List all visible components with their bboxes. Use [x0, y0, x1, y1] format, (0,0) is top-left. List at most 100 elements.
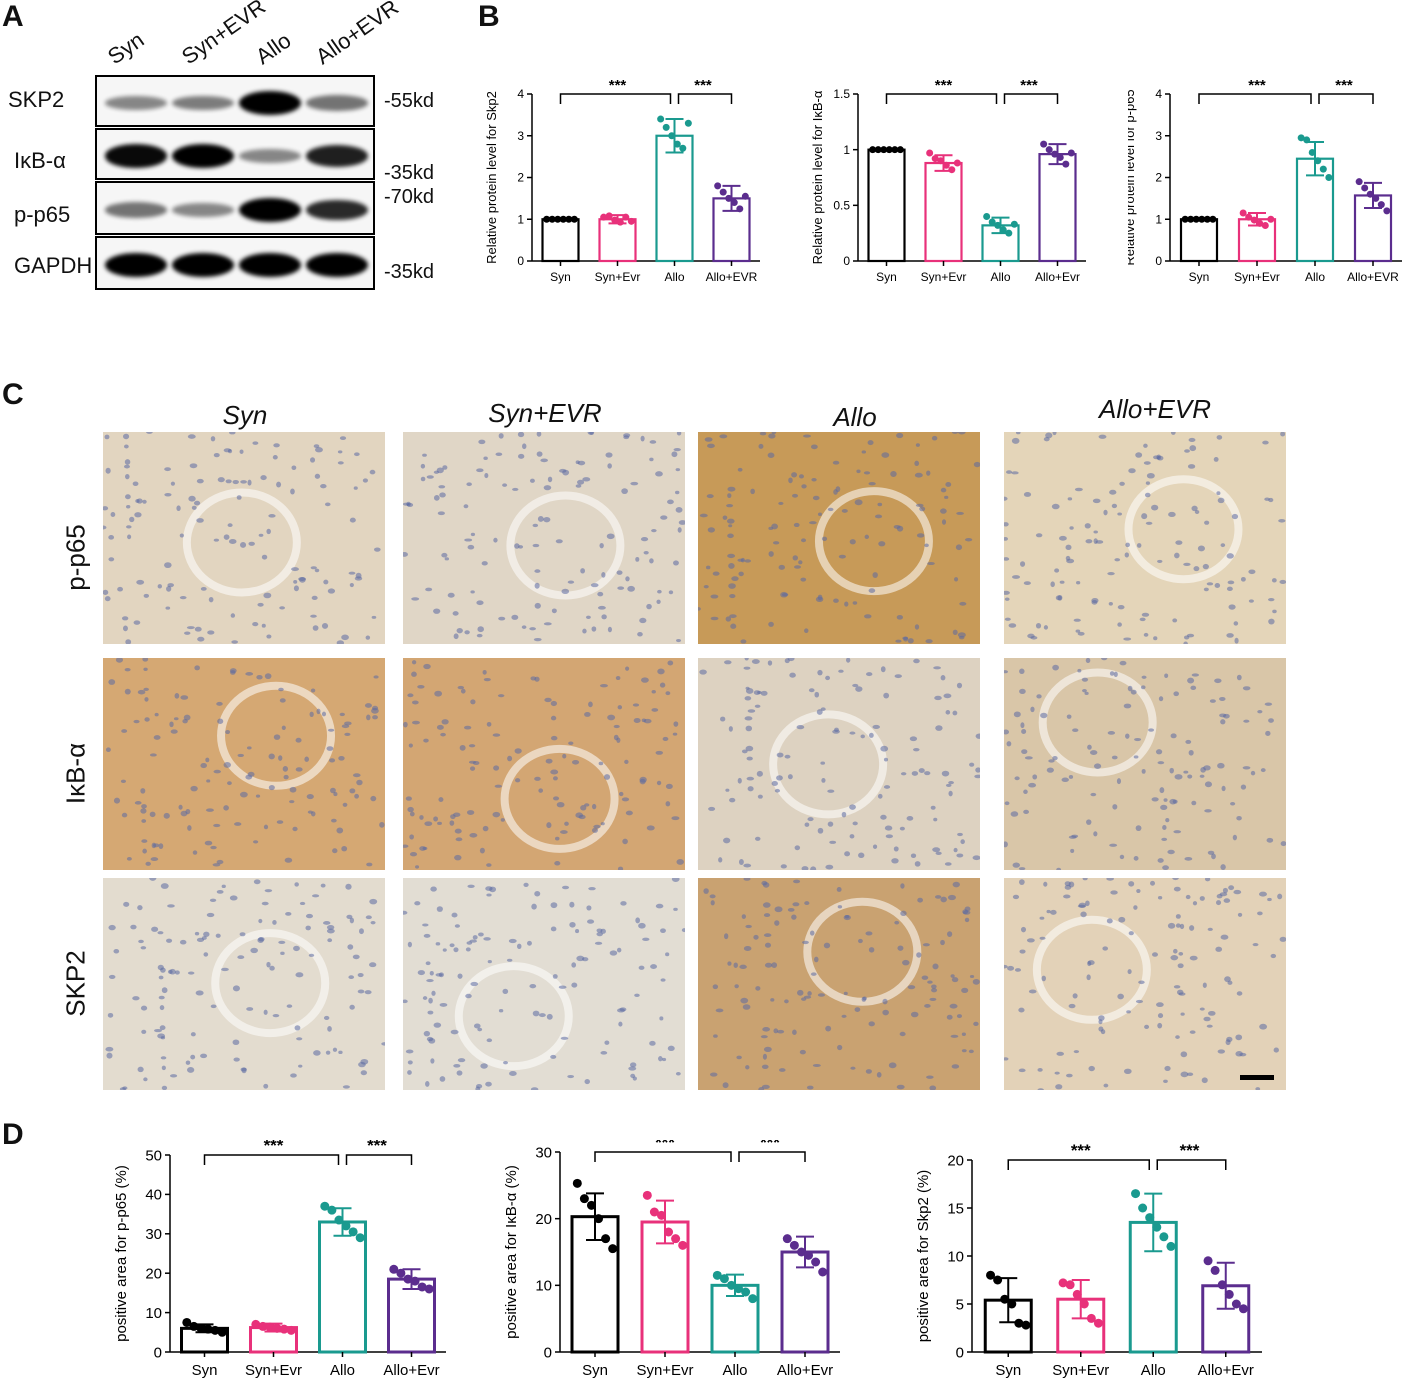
- ihc-tile: [403, 432, 685, 644]
- lane-label-allo-evr: Allo+EVR: [311, 0, 404, 70]
- data-point: [642, 1190, 652, 1200]
- lane-label-syn: Syn: [103, 26, 149, 70]
- data-point: [1250, 216, 1258, 224]
- x-tick-label: Syn+Evr: [636, 1362, 693, 1378]
- data-point: [657, 115, 665, 123]
- ihc-column-allo-evr: Allo+EVR: [1099, 394, 1211, 424]
- data-point: [559, 215, 567, 223]
- data-point: [796, 1247, 806, 1257]
- blot-band: [105, 253, 167, 277]
- data-point: [189, 1321, 199, 1331]
- x-tick-label: Allo: [990, 270, 1010, 284]
- data-point: [403, 1274, 413, 1284]
- blot-band: [239, 198, 301, 222]
- data-point: [1131, 1189, 1141, 1199]
- data-point: [734, 1284, 744, 1294]
- data-point: [1051, 150, 1059, 158]
- bar: [1038, 153, 1077, 263]
- y-tick-label: 1: [517, 212, 524, 226]
- bar: [655, 134, 694, 263]
- data-point: [548, 215, 556, 223]
- data-point: [804, 1250, 814, 1260]
- significance-bracket: [1156, 1159, 1227, 1170]
- data-point: [570, 215, 578, 223]
- ihc-row-label-p-p65: p-p65: [60, 524, 91, 591]
- blot-band: [306, 253, 368, 277]
- blot-strip-gapdh: [95, 236, 375, 290]
- blot-row-label-skp2: SKP2: [8, 87, 65, 112]
- blot-band: [172, 253, 234, 277]
- data-point: [1209, 215, 1217, 223]
- data-point: [1245, 213, 1253, 221]
- data-point: [1366, 190, 1374, 198]
- data-point: [1000, 1294, 1010, 1304]
- panel-label-d: D: [2, 1118, 24, 1151]
- significance-label: ***: [655, 1140, 675, 1152]
- ihc-tile: [103, 432, 385, 644]
- y-tick-label: 2: [1155, 171, 1162, 185]
- panel-label-b: B: [478, 0, 500, 33]
- data-point: [586, 1200, 596, 1210]
- y-axis-label: Relative protein level for p-p65: [1128, 89, 1137, 265]
- data-point: [662, 123, 670, 131]
- significance-bracket: [559, 93, 672, 104]
- significance-bracket: [594, 1151, 732, 1162]
- blot-band: [306, 95, 368, 111]
- blot-row-label-gapdh: GAPDH: [14, 253, 93, 278]
- ihc-tile: [103, 658, 385, 870]
- y-tick-label: 10: [535, 1278, 552, 1295]
- data-point: [679, 144, 687, 152]
- data-point: [1010, 220, 1018, 228]
- x-tick-label: Syn+Evr: [245, 1362, 302, 1378]
- y-tick-label: 20: [535, 1211, 552, 1228]
- data-point: [684, 119, 692, 127]
- y-tick-label: 0.5: [833, 199, 850, 213]
- panel-label-a: A: [2, 0, 24, 33]
- ihc-tile: [1004, 432, 1286, 644]
- data-point: [424, 1284, 434, 1294]
- data-point: [272, 1323, 282, 1333]
- x-tick-label: Syn+Evr: [921, 270, 967, 284]
- bar: [867, 148, 906, 263]
- data-point: [622, 213, 630, 221]
- data-point: [748, 1294, 758, 1304]
- data-point: [1261, 222, 1269, 230]
- data-point: [1198, 215, 1206, 223]
- data-point: [1192, 215, 1200, 223]
- y-tick-label: 1.5: [833, 87, 850, 101]
- ihc-tile: [698, 878, 980, 1090]
- data-point: [1021, 1320, 1031, 1330]
- blot-band: [239, 149, 301, 163]
- ihc-column-allo: Allo: [833, 402, 877, 432]
- y-tick-label: 1: [843, 143, 850, 157]
- significance-label: ***: [609, 80, 627, 94]
- data-point: [1203, 1256, 1213, 1266]
- chart-b-skp2: 0 1 2 3 4 Relative protein level for Skp2 Syn S…: [484, 80, 760, 284]
- data-point: [1377, 201, 1385, 209]
- data-point: [286, 1325, 296, 1335]
- significance-bracket: [1198, 93, 1312, 104]
- data-point: [1062, 160, 1070, 168]
- data-point: [565, 215, 573, 223]
- significance-label: ***: [367, 1140, 387, 1155]
- data-point: [210, 1325, 220, 1335]
- data-point: [1093, 1318, 1103, 1328]
- data-point: [726, 1280, 736, 1290]
- ihc-row-label-ikba: IκB-α: [60, 742, 91, 805]
- data-point: [616, 218, 624, 226]
- y-axis-label: positive area for Skp2 (%): [915, 1170, 932, 1343]
- data-point: [1217, 1280, 1227, 1290]
- x-tick-label: Allo: [722, 1362, 747, 1378]
- data-point: [948, 166, 956, 174]
- ihc-tile: [698, 432, 980, 644]
- x-tick-label: Syn: [582, 1362, 608, 1378]
- data-point: [714, 182, 722, 190]
- x-tick-label: Allo+Evr: [777, 1362, 833, 1378]
- blot-band: [105, 96, 167, 110]
- x-tick-label: Allo+EVR: [1347, 270, 1399, 284]
- data-point: [410, 1276, 420, 1286]
- data-point: [1361, 184, 1369, 192]
- y-tick-label: 30: [145, 1226, 162, 1243]
- y-tick-label: 3: [517, 129, 524, 143]
- data-point: [725, 194, 733, 202]
